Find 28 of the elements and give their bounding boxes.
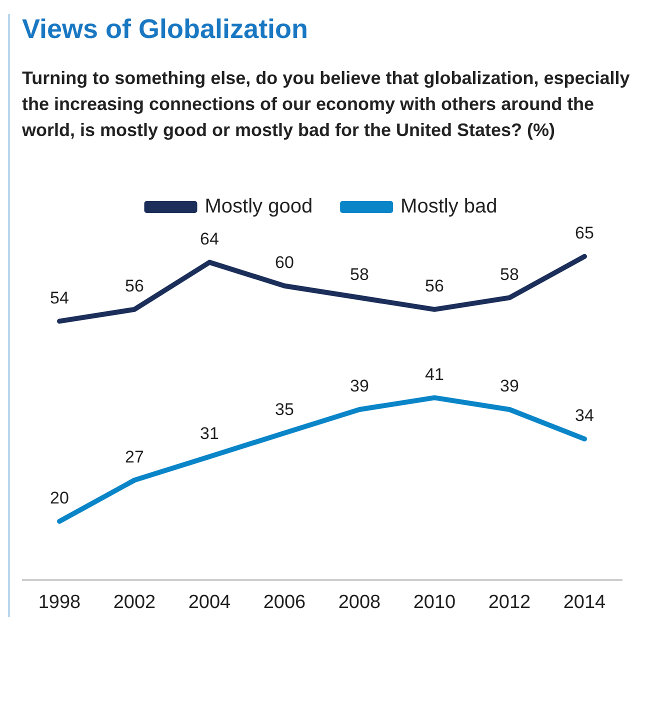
data-label: 39 xyxy=(500,376,519,396)
x-tick-label: 2012 xyxy=(488,592,531,613)
data-label: 41 xyxy=(425,364,444,384)
x-tick-label: 2014 xyxy=(563,592,606,613)
legend-label: Mostly good xyxy=(204,196,313,218)
data-label: 39 xyxy=(350,376,369,396)
data-label: 58 xyxy=(350,264,369,284)
x-tick-label: 2006 xyxy=(263,592,306,613)
x-tick-label: 2004 xyxy=(188,592,232,613)
chart-subtitle: Turning to something else, do you believe that globalization, especially the increasing connections of our economy with others around the world, is mostly good or mostly bad for the United States? (%) xyxy=(22,67,631,142)
data-label: 56 xyxy=(425,276,444,296)
data-label: 20 xyxy=(50,488,69,508)
x-tick-label: 2010 xyxy=(413,592,456,613)
data-label: 56 xyxy=(125,276,144,296)
legend-label: Mostly bad xyxy=(400,196,498,218)
data-label: 34 xyxy=(575,406,594,426)
data-label: 35 xyxy=(275,400,294,420)
x-tick-label: 2008 xyxy=(338,592,381,613)
data-label: 60 xyxy=(275,253,294,272)
data-label: 31 xyxy=(200,424,219,443)
chart-title: Views of Globalization xyxy=(22,14,310,45)
data-label: 27 xyxy=(125,447,144,466)
x-tick-label: 2002 xyxy=(113,592,156,613)
x-tick-label: 1998 xyxy=(38,592,81,613)
data-label: 54 xyxy=(50,288,69,308)
data-label: 65 xyxy=(575,224,594,243)
data-label: 58 xyxy=(500,264,519,284)
data-label: 64 xyxy=(200,230,219,249)
